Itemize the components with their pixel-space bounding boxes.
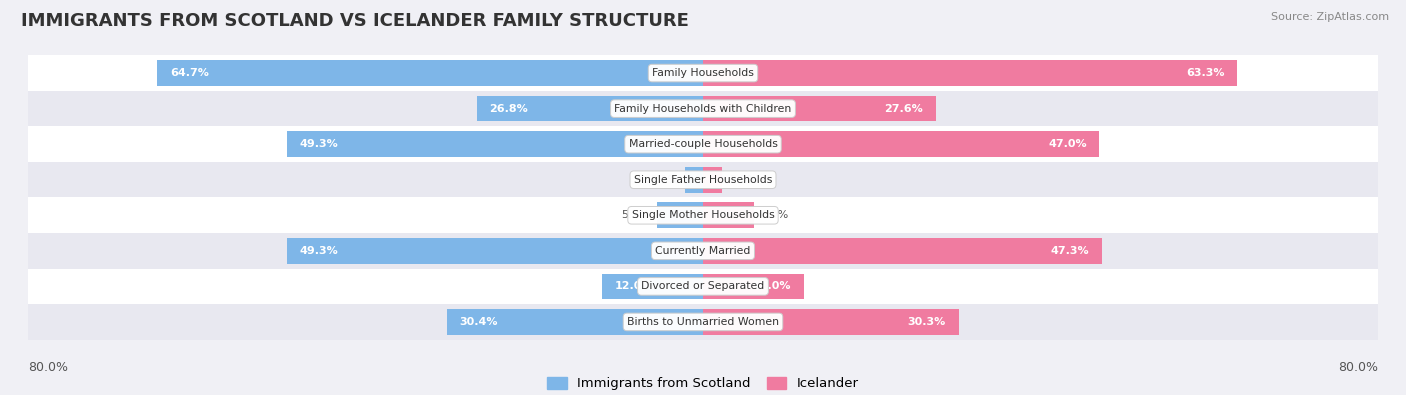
Text: 5.5%: 5.5%	[621, 210, 650, 220]
Legend: Immigrants from Scotland, Icelander: Immigrants from Scotland, Icelander	[541, 372, 865, 395]
Text: 63.3%: 63.3%	[1185, 68, 1225, 78]
Bar	[477, 96, 703, 121]
Text: 30.3%: 30.3%	[908, 317, 946, 327]
Bar	[287, 132, 703, 157]
Text: Single Mother Households: Single Mother Households	[631, 210, 775, 220]
Bar	[28, 126, 1378, 162]
Text: 2.1%: 2.1%	[650, 175, 679, 185]
Text: Married-couple Households: Married-couple Households	[628, 139, 778, 149]
Text: 49.3%: 49.3%	[299, 139, 339, 149]
Bar	[28, 269, 1378, 304]
Bar	[703, 132, 1099, 157]
Bar	[287, 238, 703, 263]
Text: 47.0%: 47.0%	[1049, 139, 1087, 149]
Bar	[685, 167, 703, 192]
Text: Births to Unmarried Women: Births to Unmarried Women	[627, 317, 779, 327]
Text: Single Father Households: Single Father Households	[634, 175, 772, 185]
Bar	[28, 55, 1378, 91]
Bar	[703, 274, 804, 299]
Text: 12.0%: 12.0%	[614, 281, 652, 292]
Bar	[28, 91, 1378, 126]
Bar	[28, 233, 1378, 269]
Text: 12.0%: 12.0%	[754, 281, 792, 292]
Text: 49.3%: 49.3%	[299, 246, 339, 256]
Text: 6.0%: 6.0%	[761, 210, 789, 220]
Bar	[703, 96, 936, 121]
Text: 80.0%: 80.0%	[28, 361, 67, 374]
Text: 64.7%: 64.7%	[170, 68, 208, 78]
Text: Source: ZipAtlas.com: Source: ZipAtlas.com	[1271, 12, 1389, 22]
Bar	[703, 203, 754, 228]
Text: Family Households with Children: Family Households with Children	[614, 103, 792, 114]
Text: 47.3%: 47.3%	[1050, 246, 1090, 256]
Text: 27.6%: 27.6%	[884, 103, 924, 114]
Text: Currently Married: Currently Married	[655, 246, 751, 256]
Bar	[602, 274, 703, 299]
Text: 30.4%: 30.4%	[460, 317, 498, 327]
Bar	[703, 167, 723, 192]
Bar	[703, 60, 1237, 86]
Text: Divorced or Separated: Divorced or Separated	[641, 281, 765, 292]
Bar	[157, 60, 703, 86]
Bar	[703, 238, 1102, 263]
Bar	[28, 198, 1378, 233]
Text: IMMIGRANTS FROM SCOTLAND VS ICELANDER FAMILY STRUCTURE: IMMIGRANTS FROM SCOTLAND VS ICELANDER FA…	[21, 12, 689, 30]
Text: 2.3%: 2.3%	[730, 175, 758, 185]
Bar	[28, 162, 1378, 198]
Bar	[447, 309, 703, 335]
Text: Family Households: Family Households	[652, 68, 754, 78]
Text: 26.8%: 26.8%	[489, 103, 529, 114]
Bar	[657, 203, 703, 228]
Bar	[703, 309, 959, 335]
Bar	[28, 304, 1378, 340]
Text: 80.0%: 80.0%	[1339, 361, 1378, 374]
